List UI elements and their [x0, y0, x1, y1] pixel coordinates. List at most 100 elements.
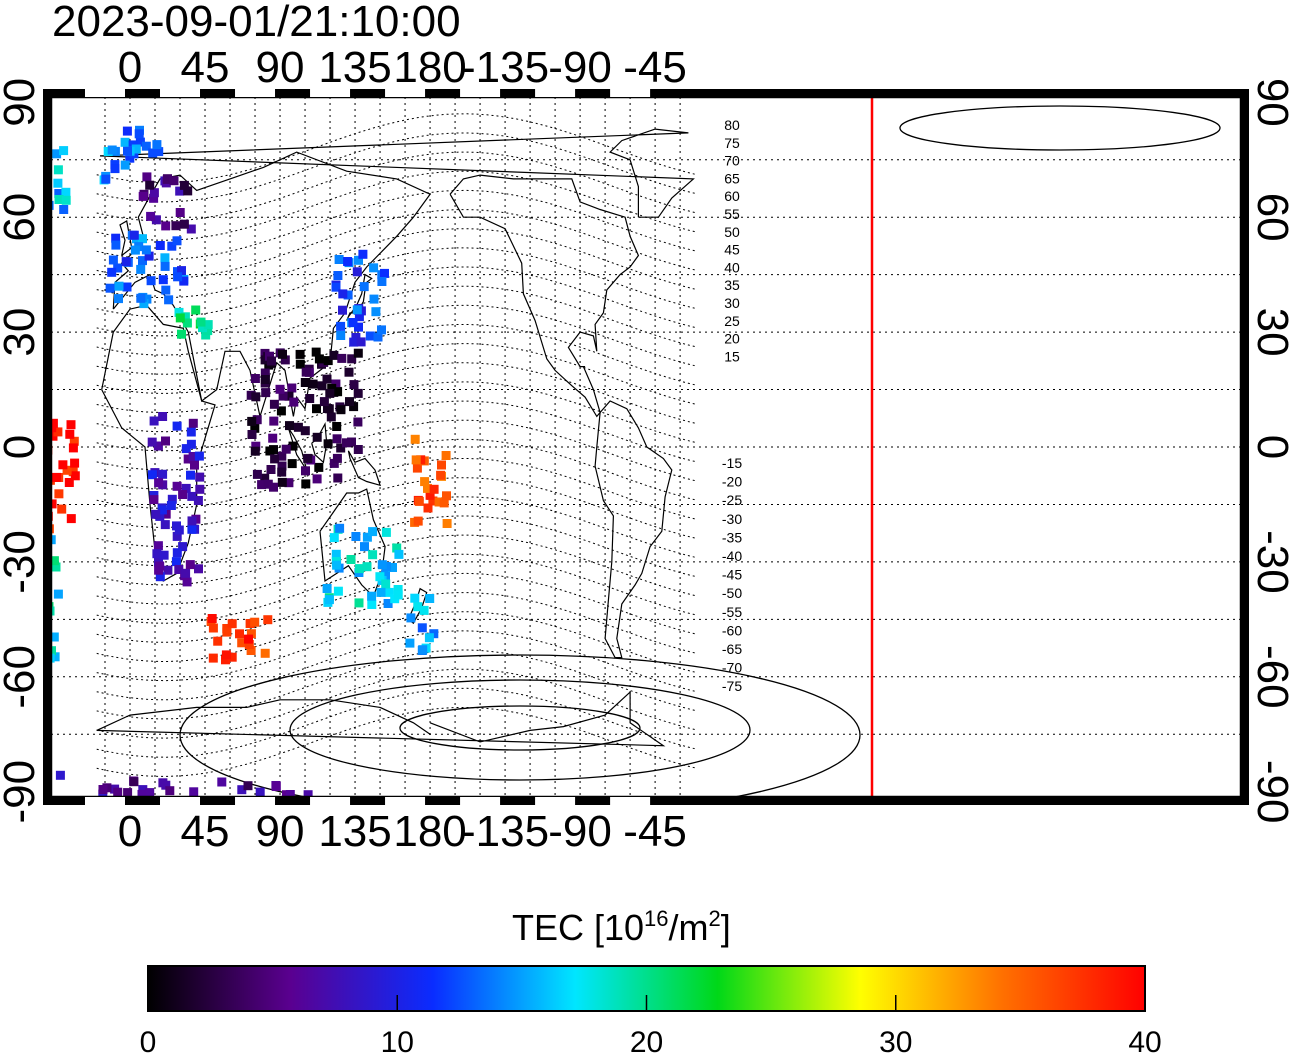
tec-patch — [289, 398, 298, 407]
tec-patch — [0, 142, 4, 151]
tec-patch — [353, 267, 362, 276]
magnetic-latitude-label: 15 — [724, 348, 740, 364]
bottom-longitude-label: -90 — [548, 807, 612, 856]
right-latitude-label: 60 — [1248, 193, 1294, 242]
tec-patch — [173, 422, 182, 431]
tec-patch — [425, 633, 434, 642]
tec-patch — [418, 645, 427, 654]
tec-patch — [195, 452, 204, 461]
tec-patch — [147, 276, 156, 285]
tec-patch — [114, 294, 123, 303]
magnetic-latitude-lines — [97, 106, 1220, 815]
tec-patch — [149, 495, 158, 504]
tec-patch — [171, 221, 180, 230]
tec-patch — [301, 479, 310, 488]
tec-patch — [261, 388, 270, 397]
tec-patch — [19, 286, 28, 295]
tec-patch — [381, 580, 390, 589]
tec-patch — [0, 164, 3, 173]
bottom-tick-gap — [610, 797, 650, 805]
tec-patch — [7, 145, 16, 154]
tec-patch — [130, 231, 139, 240]
tec-patch — [8, 366, 17, 375]
tec-patch — [158, 778, 167, 787]
tec-patch — [58, 460, 67, 469]
tec-patch — [161, 437, 170, 446]
tec-patch — [173, 236, 182, 245]
magnetic-latitude-label: 45 — [724, 242, 740, 258]
tec-patch — [336, 405, 345, 414]
tec-patch — [0, 408, 7, 417]
tec-patch — [0, 166, 4, 175]
tec-patch — [54, 165, 63, 174]
tec-patch — [14, 634, 23, 643]
tec-patch — [313, 474, 322, 483]
tec-patch — [333, 454, 342, 463]
tec-patch — [129, 777, 138, 786]
magnetic-latitude-label: -65 — [722, 641, 742, 657]
tec-patch — [16, 488, 25, 497]
tec-patch — [70, 459, 79, 468]
tec-patch — [16, 485, 25, 494]
bottom-longitude-label: 135 — [318, 807, 391, 856]
tec-patch — [261, 375, 270, 384]
magnetic-latitude-label: -70 — [722, 660, 742, 676]
tec-patch — [277, 468, 286, 477]
top-longitude-label: 180 — [393, 43, 466, 92]
tec-patch — [32, 183, 41, 192]
tec-patch — [8, 605, 17, 614]
right-latitude-label: 30 — [1248, 308, 1294, 357]
magnetic-latitude-label: -40 — [722, 548, 742, 564]
bottom-longitude-label: 0 — [118, 807, 142, 856]
tec-patch — [154, 541, 163, 550]
magnetic-latitude-label: 60 — [724, 188, 740, 204]
tec-patch — [151, 510, 160, 519]
tec-patch — [161, 262, 170, 271]
tec-patch — [5, 286, 14, 295]
tec-patch — [347, 555, 356, 564]
tec-patch — [272, 782, 281, 791]
tec-patch — [20, 636, 29, 645]
right-latitude-label: -60 — [1248, 645, 1294, 709]
tec-patch — [377, 325, 386, 334]
tec-patch — [173, 482, 182, 491]
magnetic-latitude-label: -50 — [722, 585, 742, 601]
left-latitude-label: 60 — [0, 193, 44, 242]
magnetic-latitude-label: 65 — [724, 170, 740, 186]
tec-patch — [338, 306, 347, 315]
right-latitude-label: -90 — [1248, 760, 1294, 824]
bottom-tick-gap — [535, 797, 575, 805]
tec-patch — [296, 360, 305, 369]
tec-patch — [251, 374, 260, 383]
bottom-longitude-label: -45 — [623, 807, 687, 856]
tec-patch — [442, 491, 451, 500]
magnetic-latitude-label: -60 — [722, 622, 742, 638]
tec-patch — [19, 497, 28, 506]
right-latitude-label: -30 — [1248, 530, 1294, 594]
tec-patch — [154, 478, 163, 487]
magnetic-pole-contour — [900, 106, 1220, 150]
tec-patch — [188, 516, 197, 525]
tec-patch — [24, 171, 33, 180]
tec-patch — [278, 478, 287, 487]
tec-patch — [3, 404, 12, 413]
magnetic-pole-contour — [290, 680, 750, 780]
tec-patch — [113, 788, 122, 797]
magnetic-latitude-label: -15 — [722, 455, 742, 471]
tec-patch — [345, 368, 354, 377]
tec-patch — [21, 632, 30, 641]
tec-patch — [382, 528, 391, 537]
tec-patch — [148, 149, 157, 158]
tec-patch — [16, 496, 25, 505]
tec-patch — [354, 389, 363, 398]
tec-patch — [305, 394, 314, 403]
tec-patch — [350, 380, 359, 389]
tec-patch — [173, 548, 182, 557]
colorbar — [147, 965, 1147, 1013]
tec-patch — [35, 520, 44, 529]
tec-patch — [380, 269, 389, 278]
top-longitude-label: -135 — [461, 43, 549, 92]
tec-patch — [156, 241, 165, 250]
tec-patch — [0, 185, 6, 194]
